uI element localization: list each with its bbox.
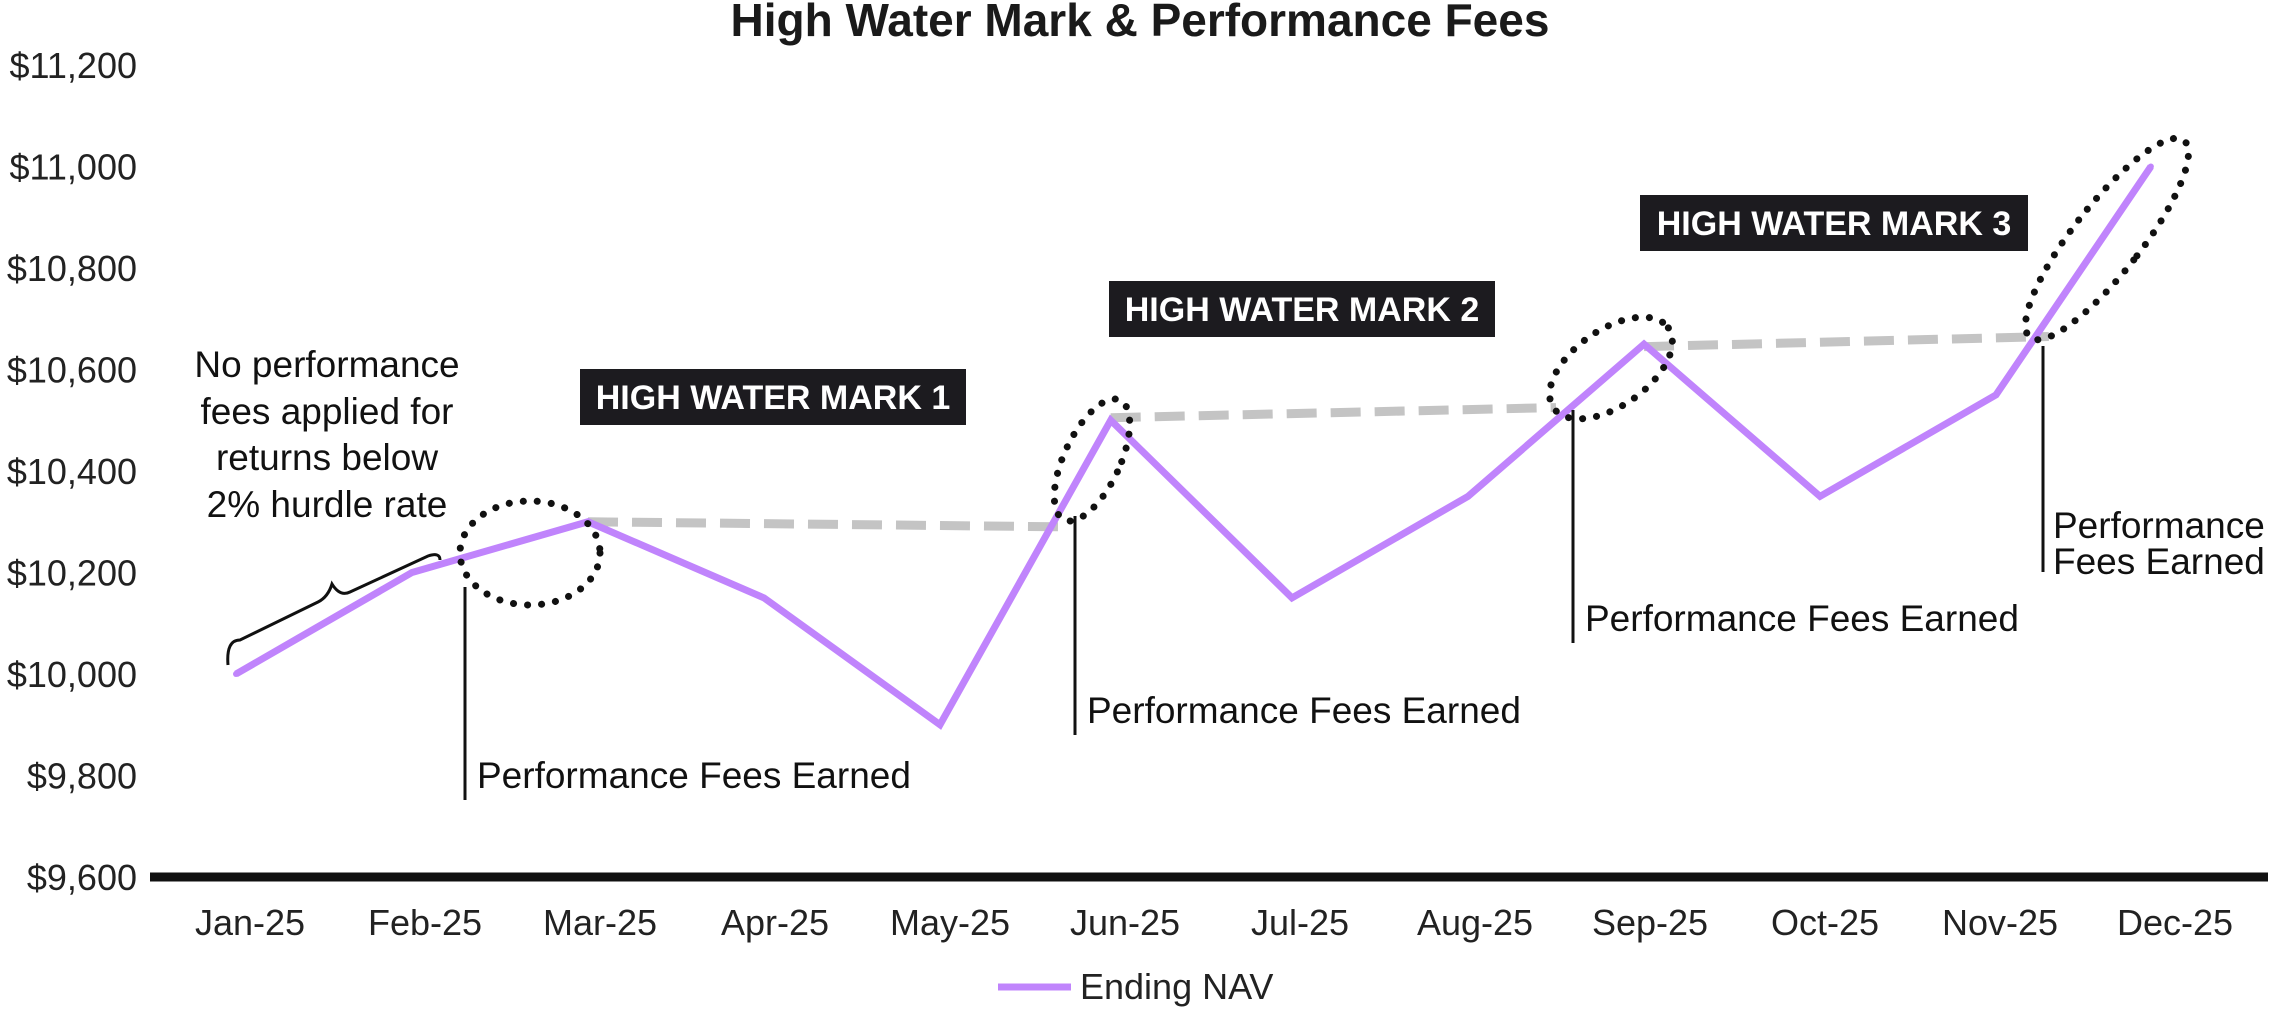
fee-label: Performance Fees Earned (1087, 690, 1521, 731)
fee-label: Performance Fees Earned (477, 755, 911, 796)
hurdle-note-line: No performance (194, 344, 459, 385)
x-axis: Jan-25 Feb-25 Mar-25 Apr-25 May-25 Jun-25 Jul-… (150, 872, 2268, 943)
x-tick-label: Feb-25 (368, 902, 482, 943)
nav-point (409, 569, 415, 576)
y-tick-label: $9,800 (27, 756, 137, 797)
high-water-mark-label-box (580, 369, 966, 425)
y-tick-label: $10,000 (7, 654, 137, 695)
y-tick-label: $9,600 (27, 857, 137, 898)
nav-point (1107, 417, 1114, 424)
high-water-mark-line (1643, 332, 2049, 352)
nav-series (233, 163, 2154, 730)
dotted-highlight-circle (1050, 395, 1134, 525)
x-tick-label: May-25 (890, 902, 1010, 943)
x-tick-label: Jul-25 (1251, 902, 1349, 943)
x-tick-label: Dec-25 (2117, 902, 2233, 943)
y-axis: $9,600 $9,800 $10,000 $10,200 $10,400 $10,600… (7, 45, 137, 898)
high-water-mark-label: HIGH WATER MARK 3 (1657, 205, 2011, 243)
high-water-mark-line (1110, 403, 1557, 423)
nav-point (1817, 493, 1823, 500)
y-tick-label: $10,400 (7, 451, 137, 492)
dotted-highlight-circle (2022, 134, 2192, 344)
legend-label: Ending NAV (1080, 966, 1273, 1007)
x-tick-label: Oct-25 (1771, 902, 1879, 943)
high-water-mark-lines (587, 332, 2049, 532)
nav-point (1289, 594, 1295, 601)
nav-point (761, 594, 767, 601)
fee-highlight-circles (456, 134, 2192, 609)
nav-point (2147, 163, 2154, 170)
x-tick-label: Jan-25 (195, 902, 305, 943)
y-tick-label: $10,800 (7, 248, 137, 289)
x-tick-label: Sep-25 (1592, 902, 1708, 943)
high-water-mark-line (587, 517, 1064, 532)
fee-label: Performance Fees Earned (1585, 598, 2019, 639)
x-tick-label: Mar-25 (543, 902, 657, 943)
chart-title: High Water Mark & Performance Fees (731, 0, 1550, 46)
dotted-highlight-circle (1546, 313, 1676, 423)
hurdle-note-line: fees applied for (200, 391, 453, 432)
x-tick-label: Jun-25 (1070, 902, 1180, 943)
nav-point (937, 721, 943, 728)
high-water-mark-label: HIGH WATER MARK 2 (1125, 291, 1479, 329)
y-tick-label: $10,200 (7, 553, 137, 594)
y-tick-label: $11,200 (10, 45, 137, 86)
x-tick-label: Aug-25 (1417, 902, 1533, 943)
nav-line (234, 164, 2154, 730)
x-tick-label: Nov-25 (1942, 902, 2058, 943)
x-tick-label: Apr-25 (721, 902, 829, 943)
high-water-mark-label-box (1109, 281, 1495, 337)
hurdle-brace (226, 553, 442, 666)
legend: Ending NAV (998, 966, 1273, 1007)
high-water-mark-label: HIGH WATER MARK 1 (596, 379, 950, 417)
y-tick-label: $10,600 (7, 350, 137, 391)
hurdle-note-line: 2% hurdle rate (207, 484, 448, 525)
nav-point (1993, 391, 1999, 398)
fee-label: Performance (2053, 505, 2265, 546)
annotations: No performance fees applied for returns be… (194, 195, 2265, 800)
nav-point (1641, 341, 1647, 348)
high-water-mark-label-box (1640, 195, 2028, 251)
dotted-highlight-circle (456, 497, 604, 609)
y-tick-label: $11,000 (10, 147, 137, 188)
nav-point (233, 671, 239, 677)
fee-label: Fees Earned (2053, 541, 2265, 582)
nav-point (1465, 493, 1471, 500)
hurdle-note-line: returns below (216, 437, 438, 478)
